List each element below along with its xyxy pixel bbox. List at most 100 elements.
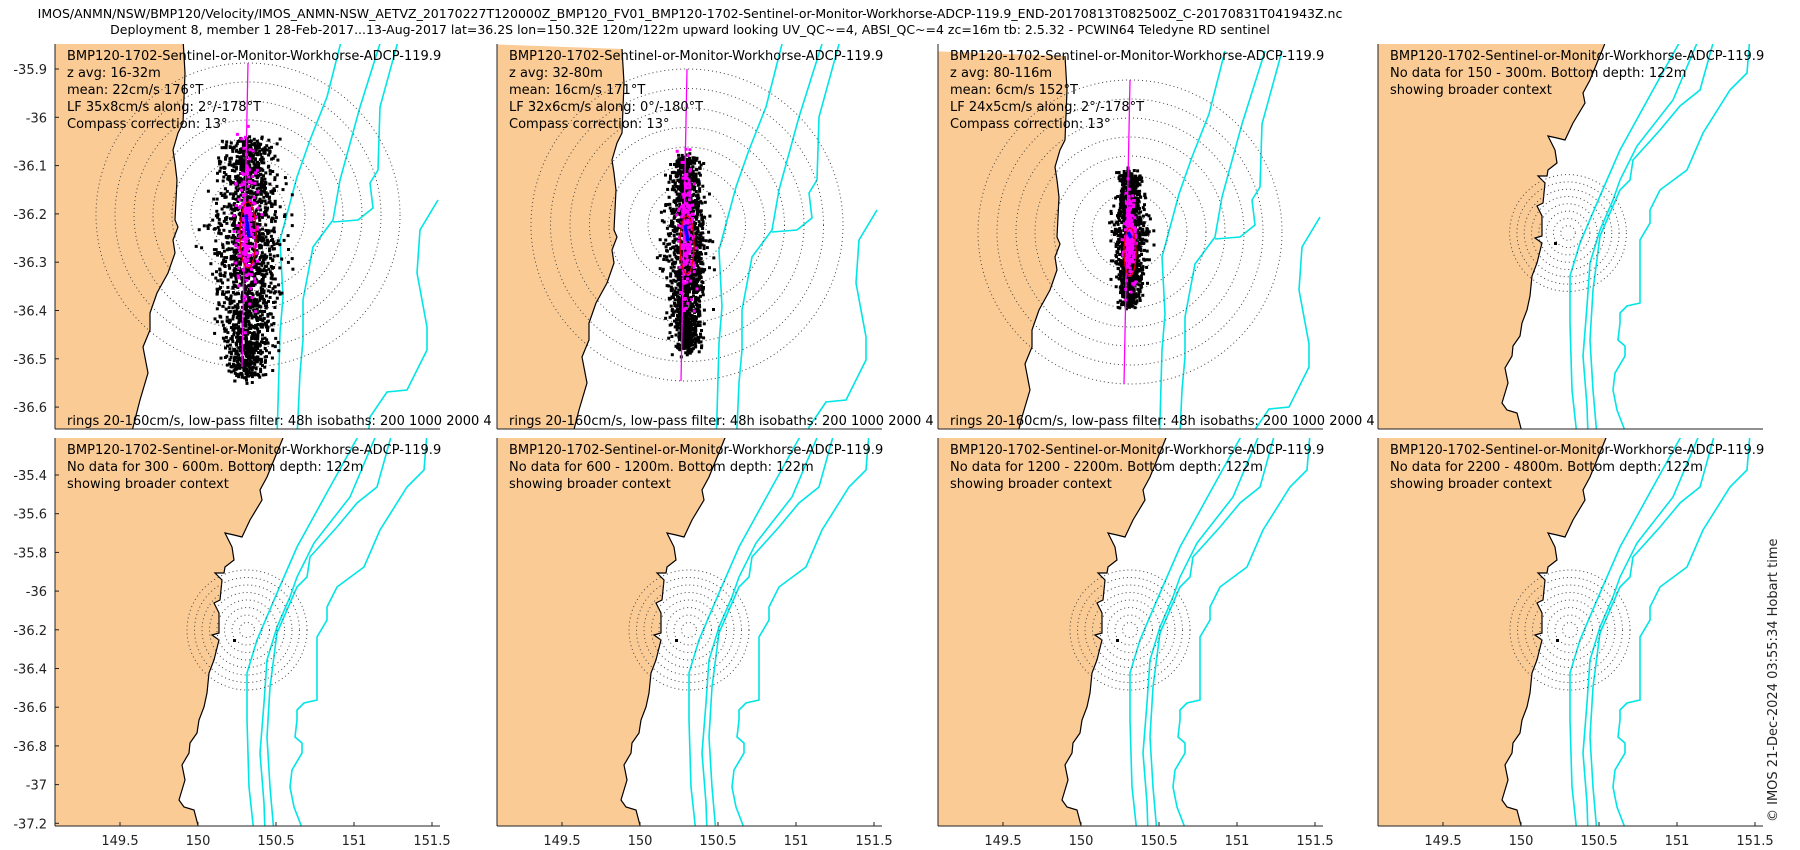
velocity-point (1119, 197, 1122, 201)
lowpass-point (252, 252, 256, 256)
lowpass-point (688, 186, 692, 190)
velocity-point (1124, 176, 1128, 180)
velocity-point (240, 198, 244, 202)
velocity-point (240, 159, 244, 163)
velocity-point (228, 310, 232, 314)
velocity-point (263, 347, 267, 350)
velocity-point (701, 222, 705, 226)
velocity-point (1143, 196, 1147, 200)
panel-info-line: mean: 22cm/s 176°T (67, 83, 203, 98)
velocity-point (666, 242, 670, 246)
lowpass-point (237, 284, 241, 288)
velocity-point (1129, 193, 1133, 197)
isobath-200m (1158, 50, 1226, 429)
velocity-point (222, 219, 226, 223)
velocity-point (1142, 233, 1146, 237)
velocity-point (697, 340, 701, 344)
velocity-point (245, 355, 249, 358)
velocity-point (682, 316, 686, 320)
velocity-point (237, 317, 241, 321)
velocity-point (224, 307, 228, 311)
velocity-point (676, 346, 680, 350)
lowpass-point (688, 233, 692, 237)
velocity-point (691, 242, 695, 246)
lowpass-point (680, 215, 684, 219)
velocity-point (255, 249, 259, 253)
lowpass-point (683, 307, 687, 311)
lowpass-point (1127, 259, 1131, 263)
velocity-point (259, 362, 263, 366)
isobath-2000m (332, 44, 399, 223)
velocity-point (278, 292, 282, 296)
velocity-point (686, 163, 690, 167)
velocity-point (252, 166, 256, 170)
lowpass-point (245, 274, 249, 278)
velocity-point (228, 229, 232, 233)
velocity-point (688, 152, 692, 156)
velocity-point (256, 327, 260, 331)
velocity-point (268, 169, 272, 173)
velocity-point (231, 215, 235, 219)
velocity-point (1127, 283, 1131, 287)
velocity-point (230, 236, 234, 240)
velocity-point (682, 167, 686, 171)
y-tick-label: -36.6 (13, 401, 47, 416)
lowpass-point (240, 188, 243, 192)
velocity-point (233, 274, 237, 278)
velocity-point (678, 213, 682, 216)
velocity-point (668, 202, 672, 206)
velocity-point (695, 289, 699, 293)
velocity-point (244, 312, 248, 315)
lowpass-point (689, 259, 693, 263)
velocity-point (700, 252, 703, 256)
velocity-point (679, 249, 683, 253)
velocity-point (1128, 279, 1131, 283)
lowpass-point (677, 223, 680, 227)
velocity-point (272, 187, 276, 191)
velocity-point (1116, 247, 1120, 251)
lowpass-point (234, 243, 238, 247)
velocity-point (712, 268, 716, 272)
velocity-point (234, 251, 238, 255)
velocity-point (1132, 266, 1136, 270)
velocity-point (241, 142, 245, 146)
velocity-point (246, 316, 250, 320)
velocity-point (260, 340, 263, 344)
velocity-point (218, 314, 222, 318)
lowpass-point (682, 207, 686, 210)
velocity-point (677, 297, 681, 300)
velocity-point (273, 285, 277, 289)
lowpass-point (237, 239, 240, 242)
velocity-point (662, 254, 666, 258)
velocity-point (253, 168, 257, 172)
velocity-point (265, 304, 269, 308)
velocity-point (256, 183, 260, 187)
lowpass-point (686, 218, 690, 222)
speed-ring-100 (1034, 136, 1226, 328)
velocity-point (700, 346, 703, 350)
lowpass-point (240, 183, 243, 187)
velocity-point (251, 303, 255, 307)
velocity-point (287, 248, 290, 251)
velocity-point (1137, 268, 1140, 271)
velocity-point (1116, 250, 1120, 254)
velocity-point (1121, 236, 1125, 240)
velocity-point (268, 253, 272, 257)
velocity-point (251, 178, 255, 182)
velocity-point (1112, 204, 1116, 208)
velocity-point (260, 279, 264, 283)
velocity-point (1121, 291, 1124, 295)
velocity-point (238, 319, 242, 323)
velocity-point (217, 221, 221, 225)
velocity-point (691, 347, 695, 351)
velocity-point (1122, 268, 1126, 272)
lowpass-point (1130, 230, 1134, 234)
lowpass-point (1134, 241, 1138, 245)
velocity-point (233, 169, 237, 173)
velocity-point (691, 165, 695, 169)
velocity-point (693, 325, 697, 329)
velocity-point (263, 253, 267, 257)
velocity-point (703, 215, 707, 219)
velocity-point (684, 205, 688, 209)
velocity-point (673, 200, 677, 204)
